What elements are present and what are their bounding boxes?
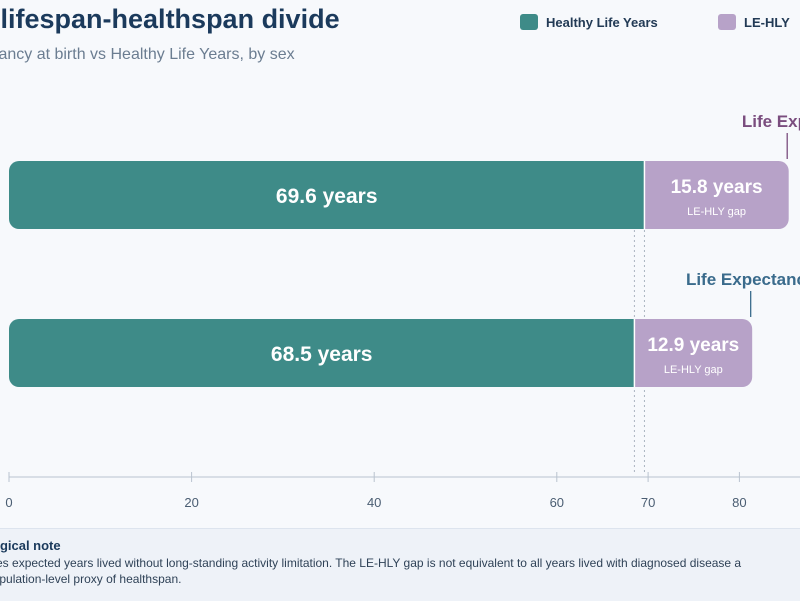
legend-swatch-le-hly (718, 14, 736, 30)
note-title: ogical note (0, 538, 61, 553)
x-tick-label: 0 (5, 495, 12, 510)
gap-sub-label: LE-HLY gap (664, 364, 723, 376)
legend-label-le-hly: LE-HLY (744, 14, 790, 30)
chart-title: s lifespan-healthspan divide (0, 4, 340, 34)
legend-swatch-healthy-life-years (520, 14, 538, 30)
bar-segment-healthy-life-years (9, 319, 635, 387)
x-tick-label: 60 (550, 495, 564, 510)
x-tick-label: 40 (367, 495, 381, 510)
methodological-note-panel (0, 528, 800, 601)
gap-value-label: 15.8 years (671, 177, 763, 198)
x-tick-label: 70 (641, 495, 655, 510)
bar-value-label: 68.5 years (271, 343, 373, 366)
bar-segment-le-hly-join (634, 319, 649, 387)
x-tick-label: 80 (732, 495, 746, 510)
x-tick-label: 20 (184, 495, 198, 510)
bar-segment-healthy-join (620, 319, 635, 387)
note-text: ates expected years lived without long-s… (0, 556, 742, 586)
gap-value-label: 12.9 years (647, 335, 739, 356)
gap-sub-label: LE-HLY gap (687, 206, 746, 218)
chart-subtitle: tancy at birth vs Healthy Life Years, by… (0, 46, 295, 63)
bar-segment-le-hly (644, 161, 789, 229)
legend-item-le-hly: LE-HLY (718, 14, 790, 30)
legend-label-healthy-life-years: Healthy Life Years (546, 14, 658, 30)
annotation-label: Life Expectancy (686, 270, 800, 289)
bar-segment-le-hly (634, 319, 753, 387)
annotation-label: Life Expect (742, 112, 800, 131)
bar-segment-healthy-join (630, 161, 645, 229)
legend-item-healthy-life-years: Healthy Life Years (520, 14, 658, 30)
chart-area: 0 20 40 60 70 80 69.6 years 15.8 years LE-HLY ga… (5, 112, 800, 510)
bar-value-label: 69.6 years (276, 185, 378, 208)
bar-segment-healthy-life-years (9, 161, 645, 229)
bar-segment-le-hly-join (644, 161, 659, 229)
